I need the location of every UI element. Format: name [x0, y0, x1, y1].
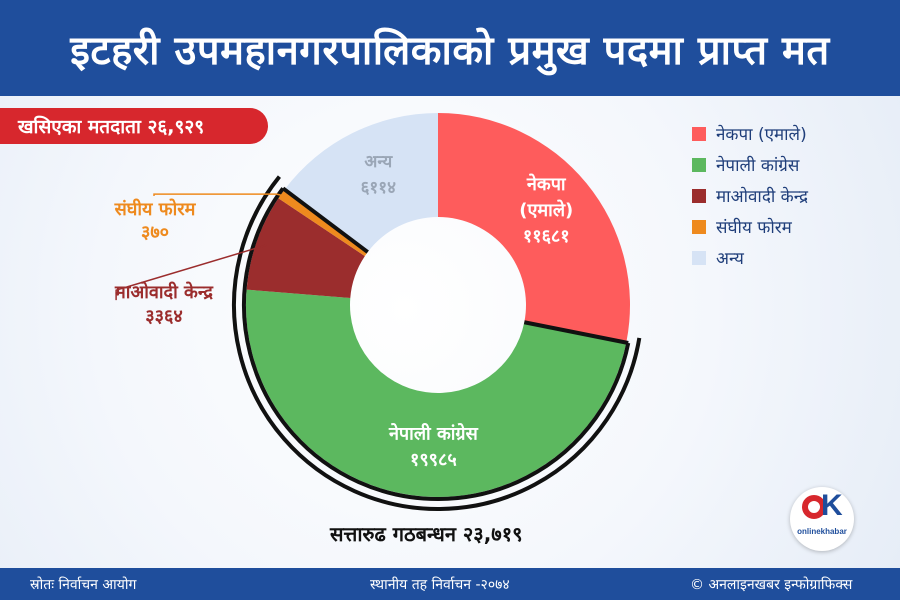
legend-item-nekapa: नेकपा (एमाले): [692, 118, 808, 149]
legend-swatch-nekapa: [692, 126, 706, 141]
legend-swatch-congress: [692, 157, 706, 172]
outside-label-maobadi: माओवादी केन्द्र: [114, 281, 214, 303]
coalition-edge-start: [523, 320, 629, 345]
legend-swatch-other: [692, 250, 706, 265]
logo-k-mark: K: [821, 489, 843, 522]
total-votes-badge: खसिएका मतदाता २६,९२९: [0, 108, 268, 144]
legend-item-congress: नेपाली कांग्रेस: [692, 149, 808, 180]
outside-label-forum: संघीय फोरम: [114, 198, 197, 220]
slice-value-congress: १९९८५: [410, 450, 457, 471]
slice-nekapa: [438, 113, 630, 343]
onlinekhabar-logo: K onlinekhabar: [790, 487, 854, 551]
slice-maobadi: [246, 198, 365, 298]
outside-value-forum: ३७०: [141, 222, 169, 243]
page-title: इटहरी उपमहानगरपालिकाको प्रमुख पदमा प्राप…: [70, 27, 830, 74]
logo-o-mark: [802, 495, 826, 519]
footer-bar: स्रोतः निर्वाचन आयोग स्थानीय तह निर्वाचन…: [0, 568, 900, 600]
leader-line-maobadi: [115, 244, 267, 301]
coalition-edge-end: [281, 186, 369, 254]
coalition-arc-inner: [242, 187, 631, 501]
legend-label-nekapa: नेकपा (एमाले): [716, 125, 807, 145]
legend-swatch-forum: [692, 219, 706, 234]
header-bar: इटहरी उपमहानगरपालिकाको प्रमुख पदमा प्राप…: [0, 0, 900, 96]
coalition-annotation: सत्तारुढ गठबन्धन २३,७१९: [330, 522, 523, 546]
slice-label-nekapa: नेकपा: [526, 173, 567, 195]
coalition-arc-outer: [232, 175, 642, 511]
donut-chart: नेकपा (एमाले) ११६८१ नेपाली कांग्रेस १९९८५ अन्…: [114, 112, 642, 511]
slice-forum: [278, 189, 368, 257]
slice-congress: [245, 289, 627, 497]
slice-value-other: ६११४: [361, 178, 397, 198]
outside-value-maobadi: ३३६४: [145, 306, 182, 327]
footer-source: स्रोतः निर्वाचन आयोग: [30, 577, 137, 593]
chart-legend: नेकपा (एमाले) नेपाली कांग्रेस माओवादी के…: [692, 118, 808, 273]
legend-label-maobadi: माओवादी केन्द्र: [716, 187, 808, 207]
slice-label-nekapa-line2: (एमाले): [519, 199, 573, 221]
footer-credit: © अनलाइनखबर इन्फोग्राफिक्स: [690, 577, 853, 593]
leader-line-forum: [153, 193, 285, 197]
legend-label-forum: संघीय फोरम: [716, 218, 792, 238]
logo-text: onlinekhabar: [797, 527, 847, 536]
legend-swatch-maobadi: [692, 188, 706, 203]
legend-label-congress: नेपाली कांग्रेस: [716, 156, 800, 176]
legend-item-other: अन्य: [692, 242, 808, 273]
legend-label-other: अन्य: [716, 249, 744, 269]
legend-item-forum: संघीय फोरम: [692, 211, 808, 242]
slice-label-other: अन्य: [364, 152, 393, 172]
total-votes-text: खसिएका मतदाता २६,९२९: [18, 116, 205, 138]
legend-item-maobadi: माओवादी केन्द्र: [692, 180, 808, 211]
footer-election: स्थानीय तह निर्वाचन -२०७४: [370, 577, 510, 593]
slice-label-congress: नेपाली कांग्रेस: [388, 423, 479, 445]
slice-value-nekapa: ११६८१: [523, 226, 570, 247]
